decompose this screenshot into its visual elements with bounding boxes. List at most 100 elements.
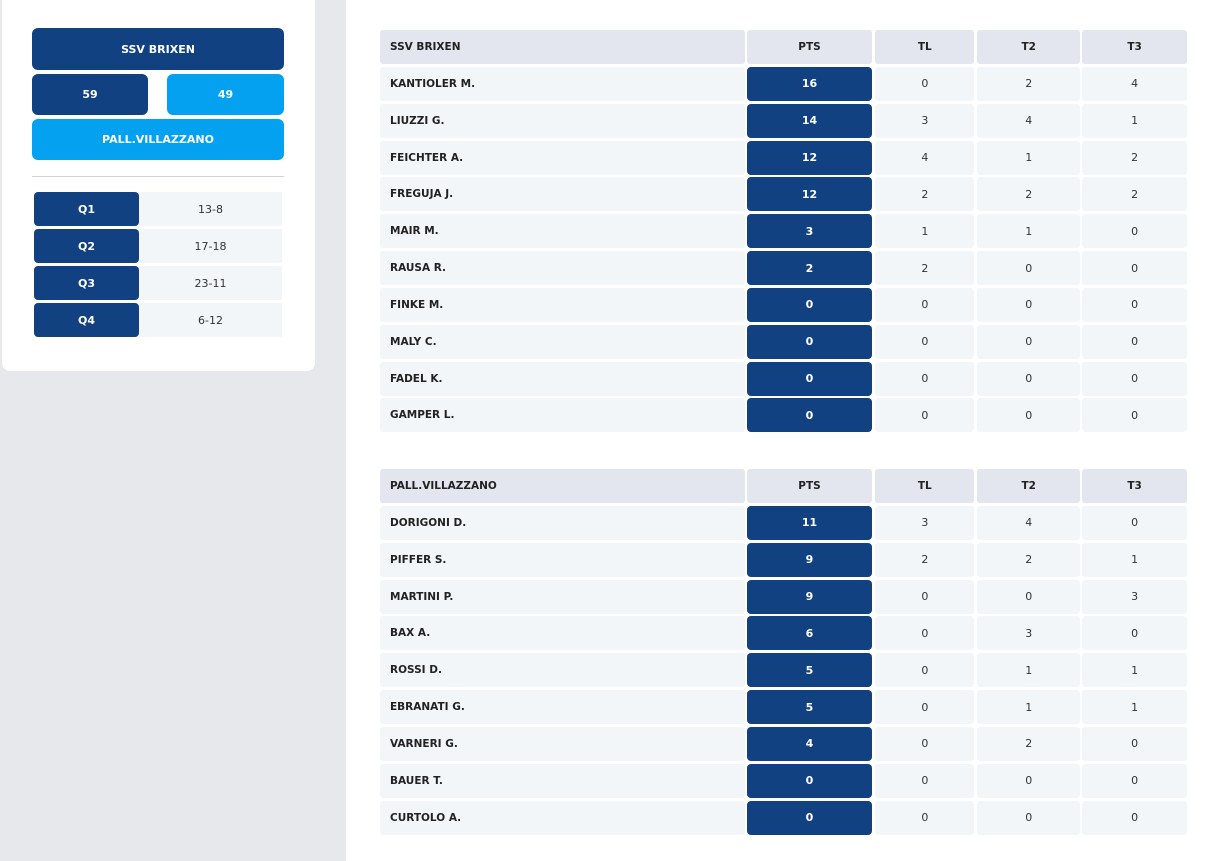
player-name: CURTOLO A. — [380, 800, 745, 835]
stat-pts: 0 — [746, 398, 873, 433]
player-name: BAX A. — [380, 616, 745, 651]
stat-t2: 1 — [977, 690, 1081, 725]
stat-t3: 0 — [1082, 398, 1187, 433]
table-row: KANTIOLER M. 16 0 2 4 — [380, 66, 1187, 101]
stat-pts: 0 — [746, 361, 873, 396]
stat-pts: 9 — [746, 542, 873, 577]
quarter-score: 17-18 — [139, 229, 282, 263]
player-name: PIFFER S. — [380, 542, 745, 577]
player-name: FREGUJA J. — [380, 177, 745, 212]
stat-pts: 0 — [746, 763, 873, 798]
stat-tl: 2 — [875, 542, 975, 577]
quarter-row: Q2 17-18 — [34, 229, 282, 263]
table-row: DORIGONI D. 11 3 4 0 — [380, 505, 1187, 540]
column-header-t3: T3 — [1082, 469, 1187, 503]
player-name: FINKE M. — [380, 287, 745, 322]
stat-t3: 1 — [1082, 542, 1187, 577]
stat-t2: 4 — [977, 505, 1081, 540]
table-row: LIUZZI G. 14 3 4 1 — [380, 103, 1187, 138]
stat-tl: 0 — [875, 287, 975, 322]
table-row: FINKE M. 0 0 0 0 — [380, 287, 1187, 322]
stat-t2: 1 — [977, 214, 1081, 249]
quarter-label: Q3 — [34, 266, 139, 300]
table-row: EBRANATI G. 5 0 1 1 — [380, 690, 1187, 725]
stat-t3: 0 — [1082, 214, 1187, 249]
column-header-tl: TL — [875, 469, 975, 503]
stat-t2: 2 — [977, 542, 1081, 577]
table-header-row: SSV BRIXEN PTS TL T2 T3 — [380, 30, 1187, 64]
player-name: BAUER T. — [380, 763, 745, 798]
column-header-t2: T2 — [977, 30, 1081, 64]
stat-t3: 1 — [1082, 690, 1187, 725]
player-name: VARNERI G. — [380, 726, 745, 761]
quarter-row: Q3 23-11 — [34, 266, 282, 300]
stat-tl: 0 — [875, 324, 975, 359]
table-header-row: PALL.VILLAZZANO PTS TL T2 T3 — [380, 469, 1187, 503]
player-name: ROSSI D. — [380, 653, 745, 688]
column-header-t2: T2 — [977, 469, 1081, 503]
stat-t2: 0 — [977, 579, 1081, 614]
stat-t3: 1 — [1082, 103, 1187, 138]
player-name: EBRANATI G. — [380, 690, 745, 725]
table-row: RAUSA R. 2 2 0 0 — [380, 251, 1187, 286]
stat-t3: 2 — [1082, 140, 1187, 175]
stat-tl: 0 — [875, 653, 975, 688]
stat-pts: 4 — [746, 726, 873, 761]
quarter-score: 6-12 — [139, 303, 282, 337]
stat-tl: 3 — [875, 505, 975, 540]
table-row: FADEL K. 0 0 0 0 — [380, 361, 1187, 396]
table-row: BAUER T. 0 0 0 0 — [380, 763, 1187, 798]
stat-t3: 0 — [1082, 616, 1187, 651]
column-header-pts: PTS — [746, 469, 873, 503]
stat-t3: 0 — [1082, 287, 1187, 322]
stat-pts: 0 — [746, 287, 873, 322]
player-name: MAIR M. — [380, 214, 745, 249]
stat-tl: 0 — [875, 579, 975, 614]
quarter-label: Q1 — [34, 192, 139, 226]
quarter-scores: Q1 13-8 Q2 17-18 Q3 23-11 Q4 6-12 — [34, 192, 282, 340]
stat-t3: 0 — [1082, 726, 1187, 761]
stat-tl: 0 — [875, 361, 975, 396]
stat-pts: 14 — [746, 103, 873, 138]
player-name: KANTIOLER M. — [380, 66, 745, 101]
stat-tl: 3 — [875, 103, 975, 138]
away-stats-table: PALL.VILLAZZANO PTS TL T2 T3 DORIGONI D. 11 3 4 0… — [380, 469, 1187, 837]
stat-t3: 0 — [1082, 324, 1187, 359]
column-header-pts: PTS — [746, 30, 873, 64]
stat-t2: 0 — [977, 361, 1081, 396]
away-team-score: 49 — [167, 74, 284, 115]
stat-pts: 5 — [746, 690, 873, 725]
home-team-score: 59 — [32, 74, 148, 115]
column-header-t3: T3 — [1082, 30, 1187, 64]
team-name-header: PALL.VILLAZZANO — [380, 469, 745, 503]
table-row: CURTOLO A. 0 0 0 0 — [380, 800, 1187, 835]
table-row: FEICHTER A. 12 4 1 2 — [380, 140, 1187, 175]
stat-pts: 0 — [746, 800, 873, 835]
stat-tl: 0 — [875, 398, 975, 433]
quarter-row: Q4 6-12 — [34, 303, 282, 337]
table-row: GAMPER L. 0 0 0 0 — [380, 398, 1187, 433]
stat-tl: 2 — [875, 177, 975, 212]
stat-t2: 1 — [977, 140, 1081, 175]
player-name: GAMPER L. — [380, 398, 745, 433]
player-name: DORIGONI D. — [380, 505, 745, 540]
stat-t3: 1 — [1082, 653, 1187, 688]
stat-pts: 6 — [746, 616, 873, 651]
stat-tl: 0 — [875, 690, 975, 725]
stat-tl: 0 — [875, 726, 975, 761]
scoreboard-panel: SSV BRIXEN 59 49 PALL.VILLAZZANO Q1 13-8… — [2, 0, 315, 371]
stat-t2: 3 — [977, 616, 1081, 651]
stat-t2: 0 — [977, 324, 1081, 359]
stat-tl: 0 — [875, 66, 975, 101]
stat-t2: 2 — [977, 726, 1081, 761]
player-name: MARTINI P. — [380, 579, 745, 614]
player-name: LIUZZI G. — [380, 103, 745, 138]
table-row: MALY C. 0 0 0 0 — [380, 324, 1187, 359]
column-header-tl: TL — [875, 30, 975, 64]
table-row: MARTINI P. 9 0 0 3 — [380, 579, 1187, 614]
stat-t2: 0 — [977, 287, 1081, 322]
home-team-name: SSV BRIXEN — [32, 28, 284, 70]
stat-t2: 0 — [977, 251, 1081, 286]
quarter-row: Q1 13-8 — [34, 192, 282, 226]
stat-pts: 12 — [746, 140, 873, 175]
